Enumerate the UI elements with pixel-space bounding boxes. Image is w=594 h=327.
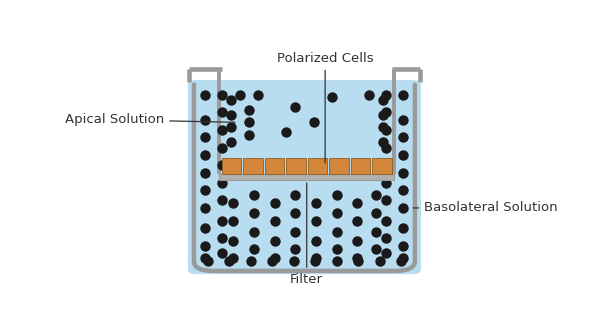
Bar: [350, 158, 371, 174]
Text: Filter: Filter: [290, 183, 323, 286]
FancyBboxPatch shape: [188, 80, 421, 274]
Text: Apical Solution: Apical Solution: [65, 113, 235, 126]
Bar: [243, 158, 263, 174]
Bar: [264, 158, 285, 174]
Text: Basolateral Solution: Basolateral Solution: [413, 201, 558, 215]
Bar: [222, 158, 241, 174]
Bar: [372, 158, 392, 174]
Bar: [329, 158, 349, 174]
Bar: [308, 158, 327, 174]
Bar: [286, 158, 306, 174]
Bar: [219, 174, 394, 180]
Text: Polarized Cells: Polarized Cells: [277, 52, 374, 163]
